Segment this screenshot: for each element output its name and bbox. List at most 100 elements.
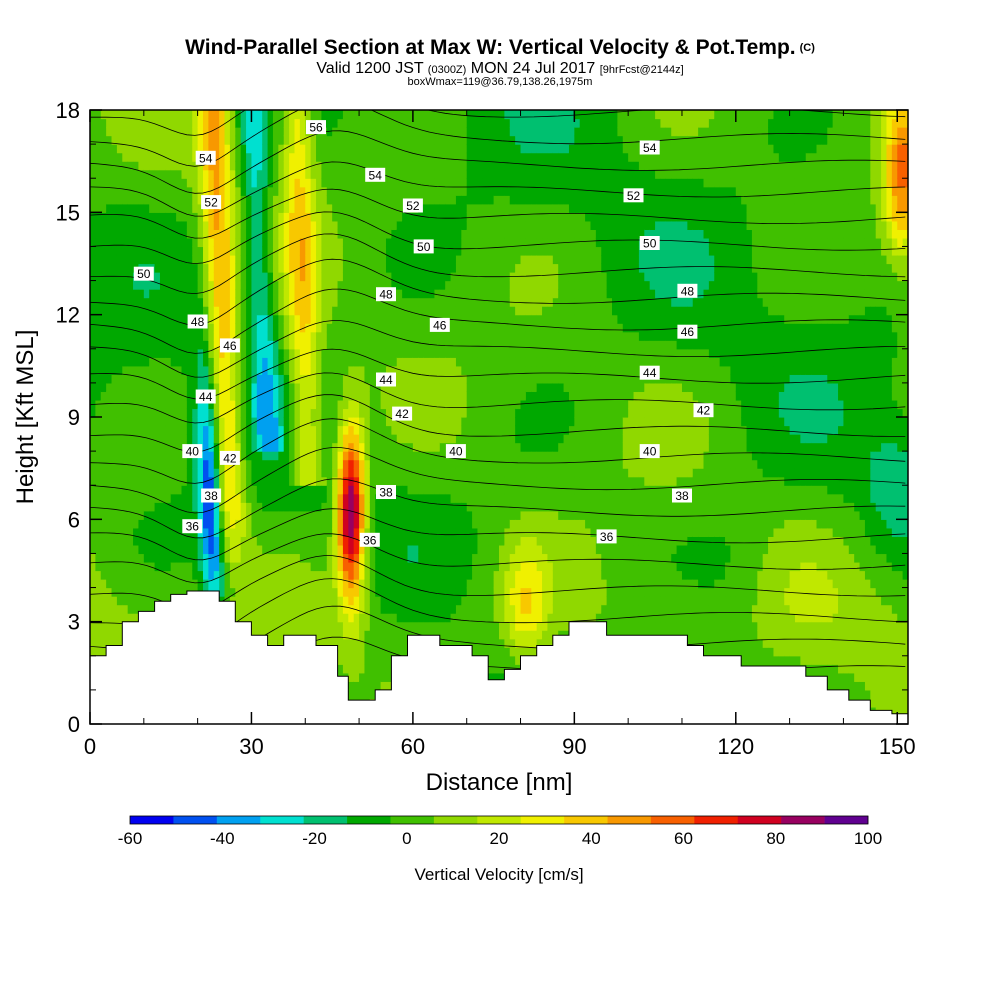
w-cell: [127, 527, 134, 537]
w-cell: [272, 519, 279, 529]
w-cell: [305, 561, 312, 572]
w-cell: [133, 570, 140, 580]
w-cell: [445, 220, 452, 230]
w-cell: [402, 527, 409, 537]
w-cell: [272, 365, 279, 375]
w-cell: [246, 237, 253, 248]
w-cell: [170, 510, 177, 520]
w-cell: [235, 195, 242, 205]
w-cell: [149, 220, 156, 230]
w-cell: [402, 630, 409, 640]
w-cell: [337, 485, 344, 495]
w-cell: [251, 527, 258, 537]
w-cell: [391, 510, 398, 520]
w-cell: [305, 178, 312, 188]
w-cell: [197, 110, 204, 120]
w-cell: [111, 195, 118, 205]
w-cell: [256, 434, 263, 444]
w-cell: [235, 502, 242, 512]
w-cell: [95, 604, 102, 614]
w-cell: [445, 135, 452, 145]
w-cell: [316, 272, 323, 282]
w-cell: [219, 127, 226, 137]
w-cell: [337, 374, 344, 384]
w-cell: [445, 118, 452, 128]
w-cell: [122, 442, 129, 452]
w-cell: [267, 493, 274, 503]
w-cell: [229, 536, 236, 546]
w-cell: [289, 229, 296, 239]
w-cell: [143, 442, 150, 452]
w-cell: [332, 323, 339, 333]
w-cell: [375, 553, 382, 563]
w-cell: [412, 340, 419, 350]
w-cell: [326, 280, 333, 290]
w-cell: [278, 638, 285, 648]
w-cell: [138, 323, 145, 333]
w-cell: [429, 331, 436, 341]
w-cell: [213, 280, 220, 290]
w-cell: [412, 118, 419, 128]
w-cell: [375, 468, 382, 478]
w-cell: [90, 434, 96, 444]
w-cell: [385, 340, 392, 350]
w-cell: [122, 195, 129, 205]
w-cell: [455, 246, 462, 256]
w-cell: [106, 587, 113, 597]
w-cell: [391, 323, 398, 333]
w-cell: [342, 561, 349, 572]
w-cell: [305, 425, 312, 435]
w-cell: [116, 613, 123, 623]
w-cell: [396, 604, 403, 614]
w-cell: [219, 169, 226, 179]
w-cell: [423, 203, 430, 213]
w-cell: [396, 561, 403, 572]
w-cell: [170, 374, 177, 384]
w-cell: [116, 246, 123, 256]
w-cell: [235, 297, 242, 307]
w-cell: [348, 493, 355, 503]
w-cell: [380, 382, 387, 393]
w-cell: [439, 561, 446, 572]
w-cell: [213, 425, 220, 435]
w-cell: [100, 237, 107, 248]
w-cell: [116, 382, 123, 393]
w-cell: [380, 340, 387, 350]
w-cell: [429, 510, 436, 520]
w-cell: [299, 587, 306, 597]
w-cell: [267, 527, 274, 537]
w-cell: [256, 570, 263, 580]
w-cell: [90, 280, 96, 290]
w-cell: [455, 502, 462, 512]
w-cell: [289, 536, 296, 546]
w-cell: [100, 451, 107, 461]
w-cell: [208, 502, 215, 512]
w-cell: [272, 220, 279, 230]
w-cell: [283, 272, 290, 282]
w-cell: [90, 289, 96, 299]
w-cell: [396, 289, 403, 299]
w-cell: [359, 272, 366, 282]
w-cell: [197, 186, 204, 196]
w-cell: [170, 468, 177, 478]
w-cell: [380, 655, 387, 665]
w-cell: [375, 527, 382, 537]
w-cell: [412, 323, 419, 333]
w-cell: [439, 544, 446, 555]
w-cell: [143, 596, 150, 606]
w-cell: [90, 647, 96, 657]
w-cell: [192, 459, 199, 469]
w-cell: [299, 135, 306, 145]
w-cell: [364, 374, 371, 384]
w-cell: [445, 613, 452, 623]
w-cell: [149, 289, 156, 299]
w-cell: [122, 382, 129, 393]
w-cell: [90, 451, 96, 461]
w-cell: [391, 613, 398, 623]
w-cell: [267, 468, 274, 478]
w-cell: [235, 570, 242, 580]
w-cell: [251, 152, 258, 162]
w-cell: [299, 399, 306, 410]
w-cell: [143, 391, 150, 401]
w-cell: [181, 229, 188, 239]
